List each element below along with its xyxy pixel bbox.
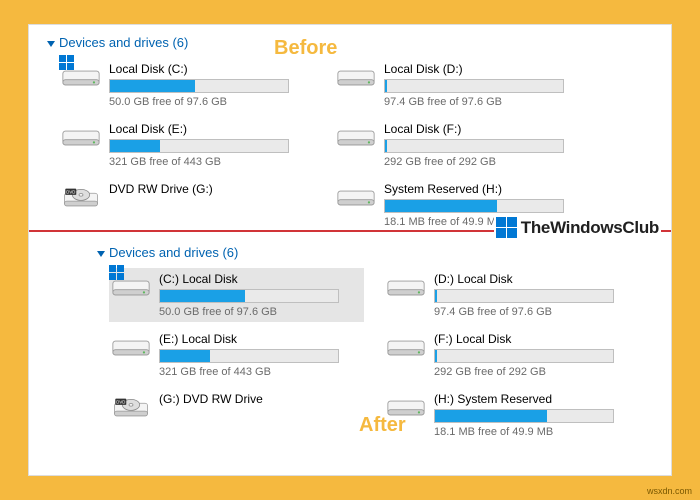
drive-info: (G:) DVD RW Drive	[159, 390, 362, 406]
after-panel: Devices and drives (6) (C:) Local Disk 50…	[79, 235, 671, 475]
before-panel: Devices and drives (6) Local Disk (C:) 50…	[29, 25, 671, 225]
section-title: Devices and drives (6)	[109, 245, 238, 260]
drive-item[interactable]: (E:) Local Disk 321 GB free of 443 GB	[109, 328, 364, 382]
drive-name: (F:) Local Disk	[434, 332, 637, 346]
drive-name: (H:) System Reserved	[434, 392, 637, 406]
dvd-drive-icon: DVD	[61, 180, 101, 216]
drive-item[interactable]: DVD DVD RW Drive (G:)	[59, 178, 314, 232]
comparison-panel: Devices and drives (6) Local Disk (C:) 50…	[28, 24, 672, 476]
watermark: wsxdn.com	[647, 486, 692, 496]
drive-info: (F:) Local Disk 292 GB free of 292 GB	[434, 330, 637, 378]
drive-stats: 50.0 GB free of 97.6 GB	[109, 96, 312, 108]
usage-bar	[384, 199, 564, 213]
drive-info: (C:) Local Disk 50.0 GB free of 97.6 GB	[159, 270, 362, 318]
drive-name: Local Disk (C:)	[109, 62, 312, 76]
chevron-down-icon	[47, 41, 55, 47]
drive-info: Local Disk (E:) 321 GB free of 443 GB	[109, 120, 312, 168]
drive-name: (E:) Local Disk	[159, 332, 362, 346]
usage-bar	[384, 139, 564, 153]
drive-info: (H:) System Reserved 18.1 MB free of 49.9…	[434, 390, 637, 438]
drive-item[interactable]: Local Disk (D:) 97.4 GB free of 97.6 GB	[334, 58, 589, 112]
drive-stats: 97.4 GB free of 97.6 GB	[434, 306, 637, 318]
drive-name: DVD RW Drive (G:)	[109, 182, 312, 196]
drive-name: (G:) DVD RW Drive	[159, 392, 362, 406]
section-title: Devices and drives (6)	[59, 35, 188, 50]
logo-text: TheWindowsClub	[521, 218, 659, 238]
drive-item[interactable]: (C:) Local Disk 50.0 GB free of 97.6 GB	[109, 268, 364, 322]
usage-bar	[384, 79, 564, 93]
usage-bar	[159, 289, 339, 303]
drive-stats: 97.4 GB free of 97.6 GB	[384, 96, 587, 108]
drive-info: Local Disk (C:) 50.0 GB free of 97.6 GB	[109, 60, 312, 108]
drive-item[interactable]: Local Disk (F:) 292 GB free of 292 GB	[334, 118, 589, 172]
section-header-after[interactable]: Devices and drives (6)	[97, 241, 665, 268]
usage-bar	[159, 349, 339, 363]
disk-drive-icon	[61, 120, 101, 156]
drive-info: DVD RW Drive (G:)	[109, 180, 312, 196]
drive-name: (C:) Local Disk	[159, 272, 362, 286]
drive-item[interactable]: Local Disk (E:) 321 GB free of 443 GB	[59, 118, 314, 172]
thewindowsclub-logo: TheWindowsClub	[494, 217, 661, 238]
usage-bar	[434, 289, 614, 303]
drive-stats: 292 GB free of 292 GB	[384, 156, 587, 168]
drive-name: Local Disk (D:)	[384, 62, 587, 76]
drive-stats: 18.1 MB free of 49.9 MB	[434, 426, 637, 438]
drive-name: System Reserved (H:)	[384, 182, 587, 196]
drive-name: Local Disk (E:)	[109, 122, 312, 136]
drive-info: Local Disk (D:) 97.4 GB free of 97.6 GB	[384, 60, 587, 108]
drive-grid-before: Local Disk (C:)50.0 GB free of 97.6 GBLo…	[47, 58, 665, 232]
drive-item[interactable]: Local Disk (C:) 50.0 GB free of 97.6 GB	[59, 58, 314, 112]
disk-drive-icon	[386, 270, 426, 306]
drive-item[interactable]: DVD (G:) DVD RW Drive	[109, 388, 364, 442]
drive-item[interactable]: (F:) Local Disk 292 GB free of 292 GB	[384, 328, 639, 382]
drive-info: (E:) Local Disk 321 GB free of 443 GB	[159, 330, 362, 378]
disk-drive-icon	[111, 330, 151, 366]
page-background: Devices and drives (6) Local Disk (C:) 50…	[0, 0, 700, 500]
disk-drive-icon	[336, 60, 376, 96]
usage-bar	[109, 79, 289, 93]
disk-drive-icon	[336, 180, 376, 216]
usage-bar	[109, 139, 289, 153]
before-label: Before	[274, 37, 337, 60]
after-label: After	[359, 414, 406, 437]
section-header-before[interactable]: Devices and drives (6)	[47, 31, 665, 58]
drive-stats: 292 GB free of 292 GB	[434, 366, 637, 378]
drive-stats: 321 GB free of 443 GB	[109, 156, 312, 168]
usage-bar	[434, 409, 614, 423]
dvd-drive-icon: DVD	[111, 390, 151, 426]
disk-drive-icon	[61, 60, 101, 96]
drive-info: (D:) Local Disk 97.4 GB free of 97.6 GB	[434, 270, 637, 318]
drive-name: Local Disk (F:)	[384, 122, 587, 136]
svg-text:DVD: DVD	[116, 399, 125, 404]
disk-drive-icon	[336, 120, 376, 156]
drive-item[interactable]: (D:) Local Disk 97.4 GB free of 97.6 GB	[384, 268, 639, 322]
svg-text:DVD: DVD	[66, 189, 75, 194]
logo-squares-icon	[496, 217, 517, 238]
drive-info: Local Disk (F:) 292 GB free of 292 GB	[384, 120, 587, 168]
disk-drive-icon	[386, 330, 426, 366]
chevron-down-icon	[97, 251, 105, 257]
usage-bar	[434, 349, 614, 363]
drive-stats: 50.0 GB free of 97.6 GB	[159, 306, 362, 318]
drive-name: (D:) Local Disk	[434, 272, 637, 286]
drive-stats: 321 GB free of 443 GB	[159, 366, 362, 378]
drive-item[interactable]: (H:) System Reserved 18.1 MB free of 49.9…	[384, 388, 639, 442]
disk-drive-icon	[111, 270, 151, 306]
